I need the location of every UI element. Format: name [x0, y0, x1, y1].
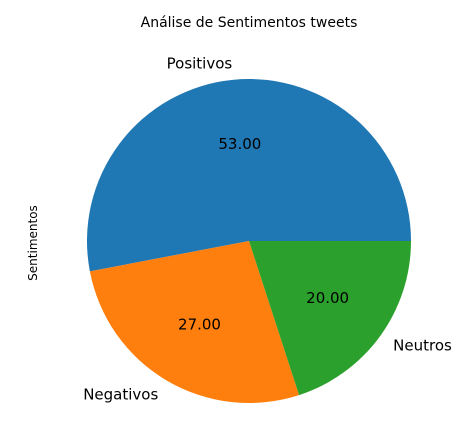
pie-labels: 53.00 Positivos 27.00 Negativos 20.00 Neutros	[83, 55, 452, 404]
value-label-neutros: 20.00	[306, 289, 349, 307]
chart-title: Análise de Sentimentos tweets	[141, 15, 358, 31]
slice-positivos	[87, 79, 412, 272]
category-label-positivos: Positivos	[167, 55, 233, 73]
value-label-positivos: 53.00	[218, 135, 261, 153]
pie-slices	[87, 79, 412, 404]
category-label-neutros: Neutros	[393, 337, 452, 355]
value-label-negativos: 27.00	[178, 316, 221, 334]
y-axis-label: Sentimentos	[26, 205, 40, 281]
slice-negativos	[89, 241, 300, 404]
slice-neutros	[249, 241, 411, 396]
category-label-negativos: Negativos	[83, 385, 158, 403]
